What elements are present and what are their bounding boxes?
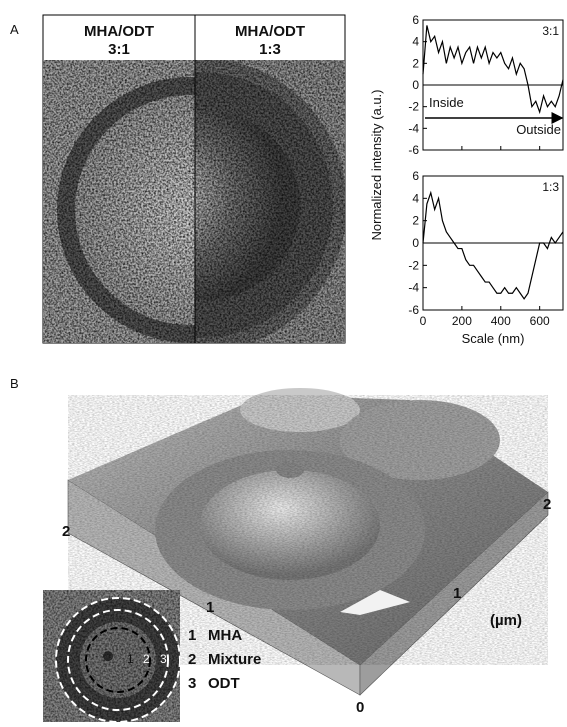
x-tick-label: 0 xyxy=(420,314,427,328)
inset-number: 3 xyxy=(160,652,167,666)
y-tick-label: -2 xyxy=(408,258,419,272)
axis-label: 0 xyxy=(356,699,364,716)
y-tick-label: 4 xyxy=(412,191,419,205)
image-ratio: 3:1 xyxy=(108,41,130,58)
y-tick-label: -6 xyxy=(408,143,419,157)
y-tick-label: 6 xyxy=(412,169,419,183)
y-tick-label: -6 xyxy=(408,303,419,317)
image-ratio: 1:3 xyxy=(259,41,281,58)
y-tick-label: 0 xyxy=(412,78,419,92)
y-tick-label: 0 xyxy=(412,236,419,250)
arrow-start-label: Inside xyxy=(429,95,464,110)
figure: A MHA/ODT 3:1 MHA/ODT 1:3 Normalized int… xyxy=(0,0,567,722)
panel-label: B xyxy=(10,376,19,391)
unit-label: (µm) xyxy=(490,612,522,629)
legend-label: ODT xyxy=(208,675,240,692)
axis-label: 1 xyxy=(453,585,461,602)
arrow-end-label: Outside xyxy=(516,122,561,137)
legend-label: Mixture xyxy=(208,651,261,668)
axis-label: 1 xyxy=(206,599,214,616)
y-tick-label: 2 xyxy=(412,214,419,228)
y-tick-label: 6 xyxy=(412,13,419,27)
y-tick-label: -4 xyxy=(408,121,419,135)
legend-number: 1 xyxy=(188,627,196,644)
y-tick-label: 2 xyxy=(412,56,419,70)
axis-label: 2 xyxy=(62,523,70,540)
legend-number: 3 xyxy=(188,675,196,692)
annotation: 3:1 xyxy=(542,24,559,38)
x-tick-label: 200 xyxy=(452,314,472,328)
axis-label: 2 xyxy=(543,496,551,513)
x-tick-label: 400 xyxy=(491,314,511,328)
inset-number: 1 xyxy=(127,652,134,666)
legend-label: MHA xyxy=(208,627,242,644)
x-tick-label: 600 xyxy=(530,314,550,328)
y-axis-label: Normalized intensity (a.u.) xyxy=(369,90,384,241)
inset-number: 2 xyxy=(143,652,150,666)
x-axis-label: Scale (nm) xyxy=(462,331,525,346)
annotation: 1:3 xyxy=(542,180,559,194)
legend-number: 2 xyxy=(188,651,196,668)
image-title: MHA/ODT xyxy=(84,23,154,40)
y-tick-label: -4 xyxy=(408,281,419,295)
data-line xyxy=(423,193,563,299)
image-title: MHA/ODT xyxy=(235,23,305,40)
y-tick-label: 4 xyxy=(412,35,419,49)
panel-label: A xyxy=(10,22,19,37)
y-tick-label: -2 xyxy=(408,100,419,114)
